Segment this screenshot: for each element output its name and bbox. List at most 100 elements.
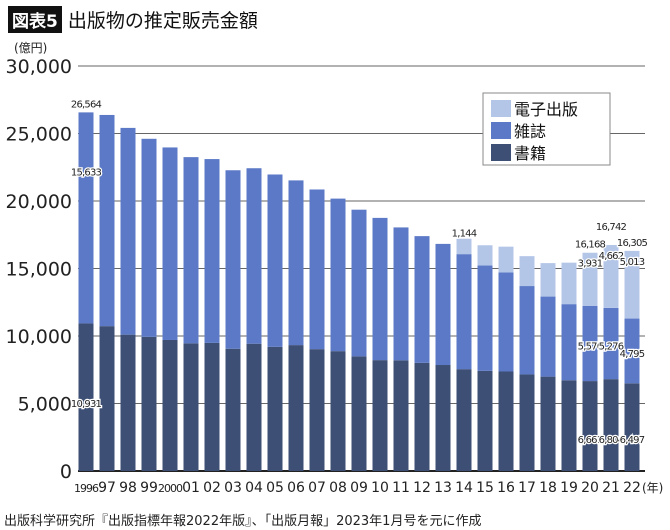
data-label: 5,276 [599,342,624,353]
bar-書籍-15 [477,370,493,471]
x-tick-label: 2000 [158,482,183,495]
chart-title: 図表5 出版物の推定販売金額 [8,6,258,33]
bar-書籍-10 [372,360,388,471]
bar-雑誌-13 [435,243,451,366]
x-tick-label: 19 [560,480,578,496]
y-tick-label: 15,000 [6,259,72,281]
bar-書籍-05 [267,346,283,471]
y-axis-unit: (億円) [14,41,47,55]
legend-label: 電子出版 [514,100,578,119]
x-tick-label: 06 [287,480,305,496]
bar-雑誌-16 [498,272,514,372]
figure-badge: 図表5 [8,6,62,33]
bar-雑誌-21 [603,307,619,380]
data-label: 16,742 [596,222,627,233]
bar-電子出版-18 [540,263,556,297]
x-tick-label: 13 [434,480,452,496]
bar-電子出版-20 [582,252,598,306]
x-tick-label: 97 [98,480,116,496]
bar-電子出版-14 [456,238,472,255]
y-tick-label: 20,000 [6,191,72,213]
bar-雑誌-12 [414,236,430,363]
title-text: 出版物の推定販売金額 [67,10,258,32]
bar-書籍-97 [99,326,115,471]
x-tick-label: 17 [518,480,536,496]
data-label: 26,564 [71,99,102,110]
data-label: 4,662 [599,251,624,262]
x-tick-label: 07 [308,480,326,496]
bar-書籍-2000 [162,339,178,471]
bar-書籍-07 [309,349,325,471]
data-label: 6,661 [578,435,603,446]
data-label: 5,576 [578,341,603,352]
y-tick-label: 25,000 [6,124,72,146]
bar-雑誌-97 [99,114,115,327]
bar-書籍-18 [540,376,556,471]
x-tick-label: 15 [476,480,494,496]
y-tick-label: 5,000 [18,394,72,416]
x-tick-label: 02 [203,480,221,496]
data-label: 5,013 [620,257,645,268]
bar-書籍-09 [351,356,367,471]
bar-書籍-04 [246,343,262,471]
x-axis-unit: (年) [642,481,663,495]
bar-雑誌-05 [267,174,283,347]
bar-雑誌-17 [519,286,535,375]
bar-雑誌-06 [288,180,304,346]
x-tick-label: 22 [623,480,641,496]
x-tick-label: 10 [371,480,389,496]
y-tick-label: 0 [60,461,72,483]
data-label: 16,168 [575,240,606,251]
bar-書籍-21 [603,379,619,471]
bar-雑誌-03 [225,170,241,349]
data-label: 10,931 [71,399,102,410]
bar-書籍-14 [456,369,472,471]
bar-雑誌-15 [477,265,493,371]
bar-雑誌-09 [351,209,367,357]
data-label: 15,633 [71,168,102,179]
bar-書籍-17 [519,374,535,471]
bar-雑誌-18 [540,296,556,377]
bar-雑誌-22 [624,318,640,384]
bar-電子出版-22 [624,250,640,319]
bar-雑誌-11 [393,227,409,361]
bar-書籍-20 [582,381,598,471]
data-label: 4,795 [620,349,645,360]
bar-雑誌-02 [204,159,220,343]
legend-swatch [491,122,511,139]
bar-書籍-02 [204,342,220,471]
legend-swatch [491,100,511,117]
y-tick-label: 10,000 [6,326,72,348]
x-tick-label: 04 [245,480,263,496]
legend-label: 書籍 [514,144,546,163]
bar-書籍-99 [141,336,157,471]
data-label: 6,804 [599,435,624,446]
x-tick-label: 09 [350,480,368,496]
x-tick-label: 08 [329,480,347,496]
bar-雑誌-07 [309,189,325,350]
data-label: 1,144 [452,229,477,240]
bar-雑誌-04 [246,168,262,344]
x-tick-label: 03 [224,480,242,496]
bar-電子出版-21 [603,244,619,308]
x-tick-label: 05 [266,480,284,496]
bar-書籍-01 [183,343,199,471]
legend-label: 雑誌 [514,122,546,141]
x-tick-label: 98 [119,480,137,496]
bar-書籍-13 [435,365,451,471]
bar-雑誌-14 [456,254,472,370]
y-tick-label: 30,000 [6,56,72,78]
bar-書籍-03 [225,348,241,471]
x-tick-label: 21 [602,480,620,496]
bar-書籍-12 [414,362,430,471]
bar-書籍-1996 [78,323,94,471]
bar-書籍-16 [498,371,514,471]
bar-雑誌-01 [183,157,199,344]
bar-書籍-06 [288,345,304,471]
legend-swatch [491,144,511,161]
x-tick-label: 99 [140,480,158,496]
data-label: 3,931 [578,259,603,270]
x-tick-label: 20 [581,480,599,496]
x-tick-label: 1996 [74,482,99,495]
